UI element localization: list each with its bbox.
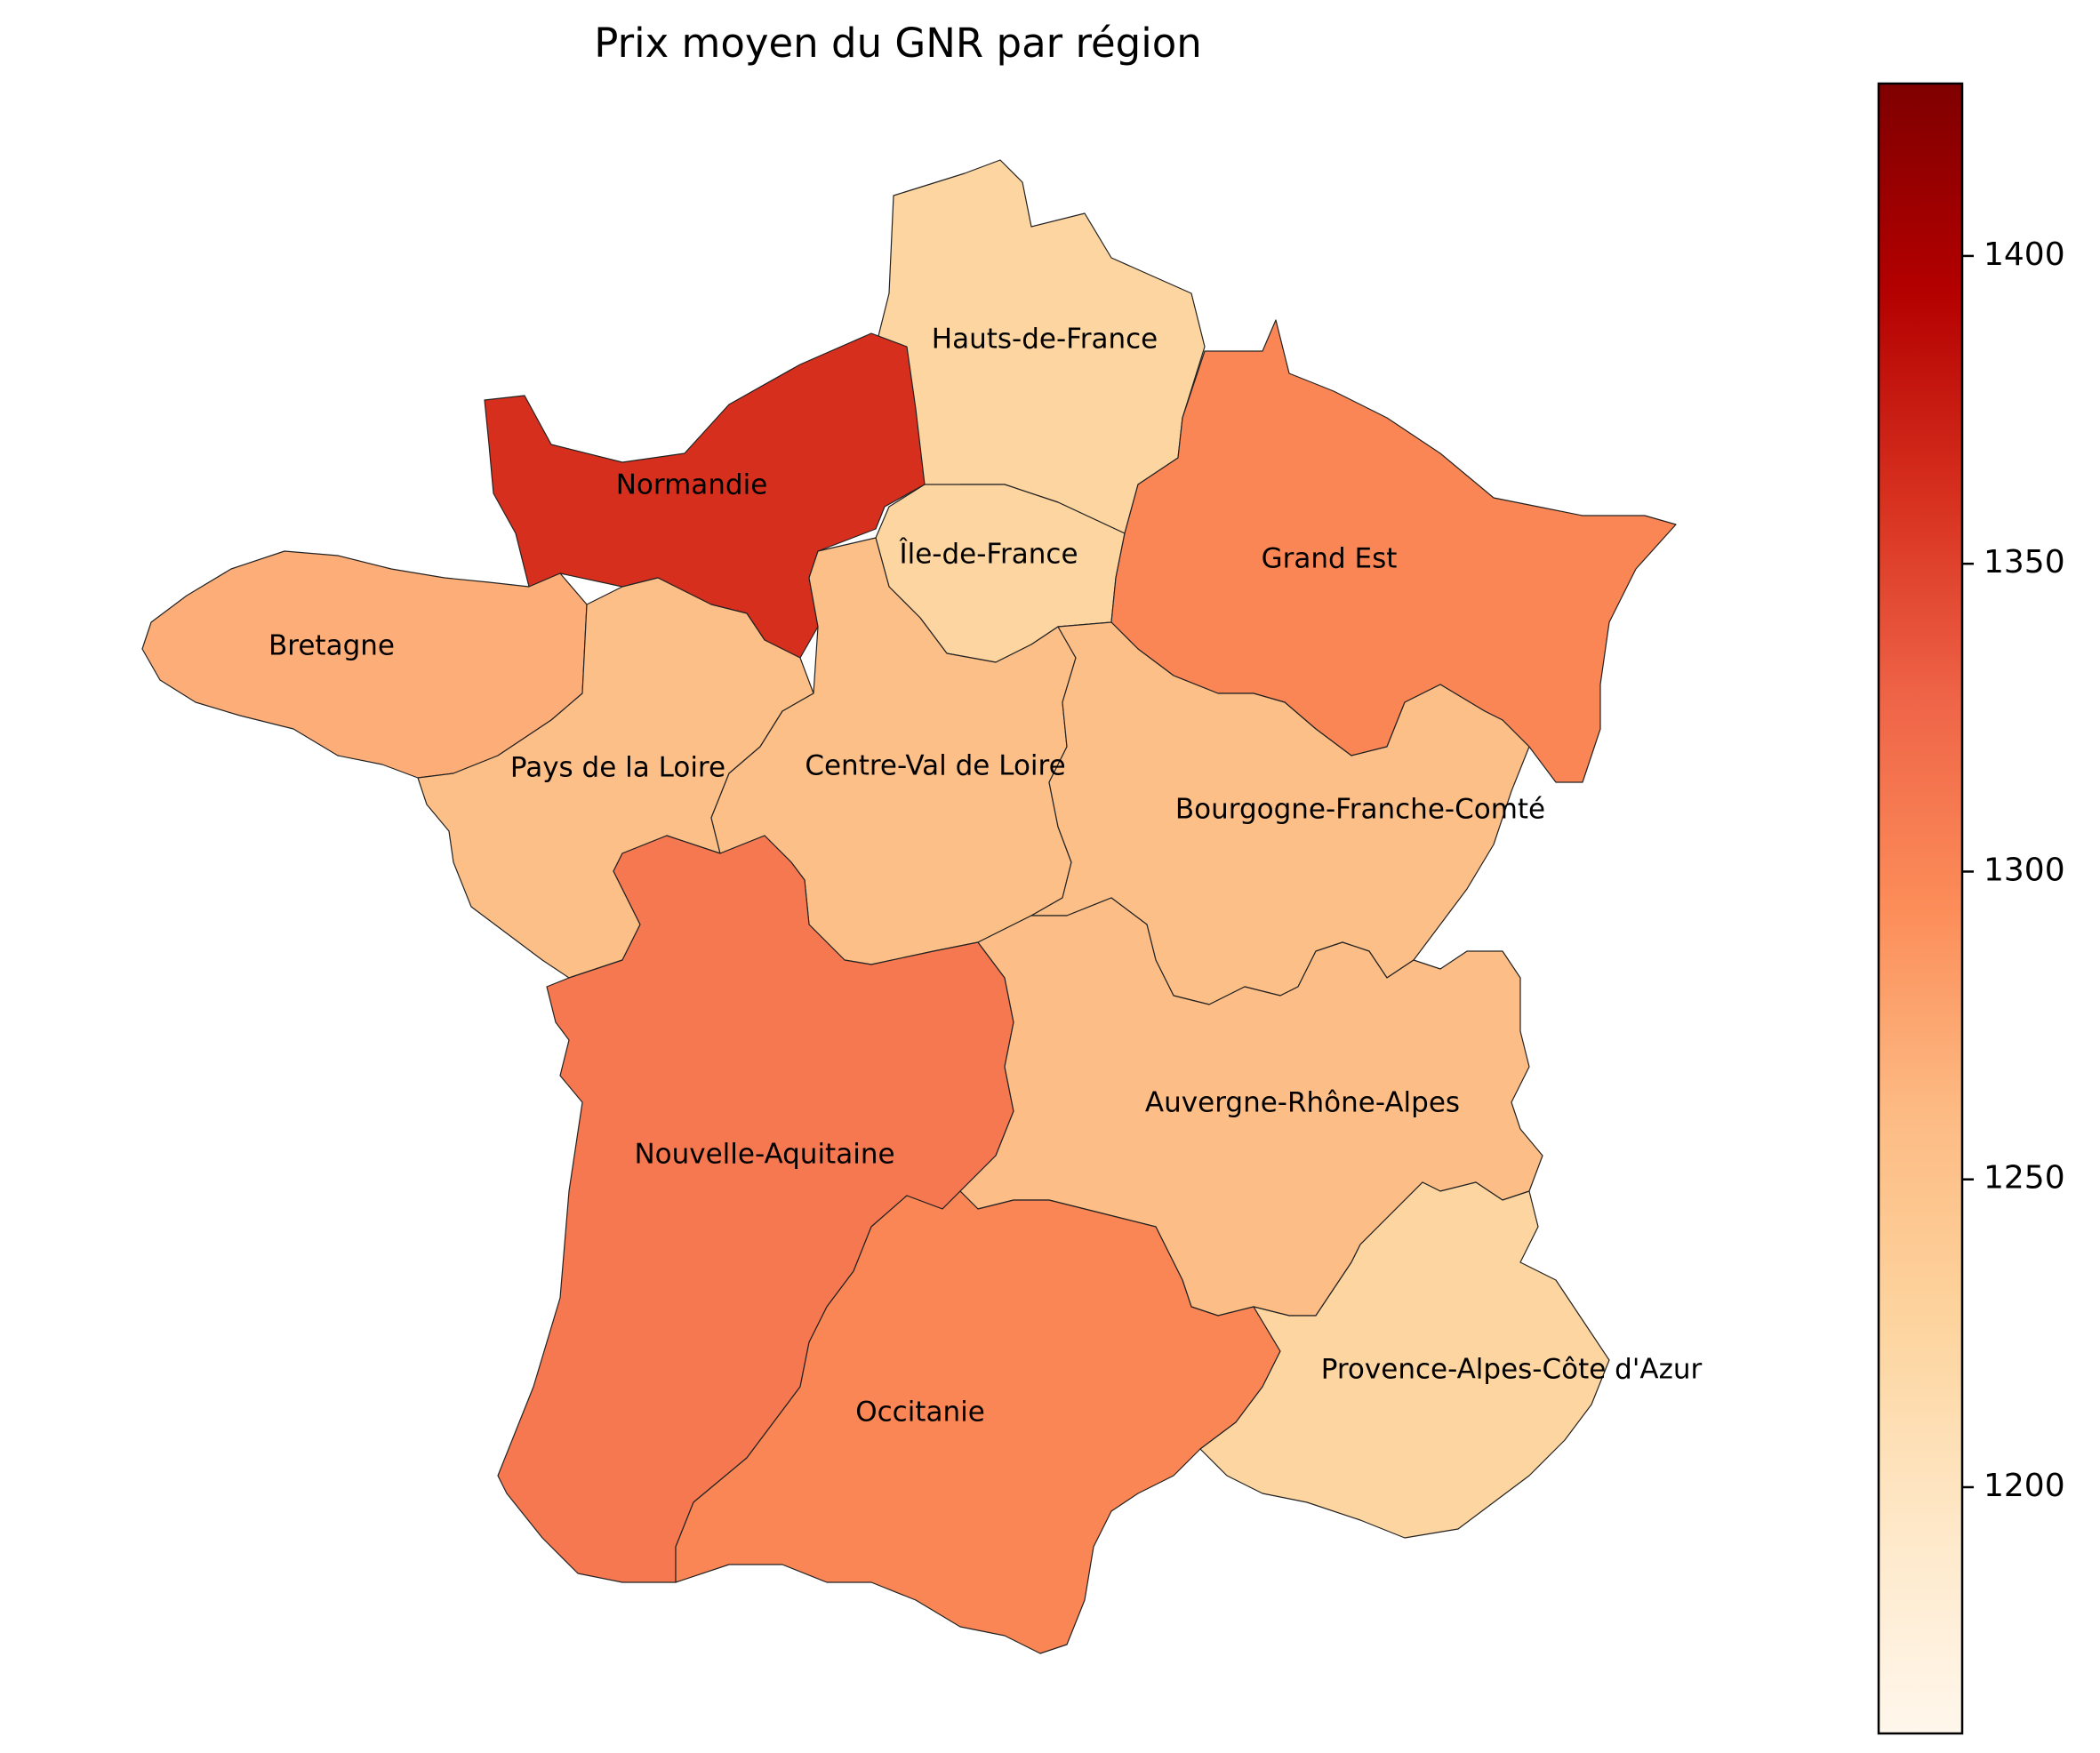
label-bretagne: Bretagne (269, 630, 395, 662)
label-occitanie: Occitanie (855, 1397, 985, 1429)
region-occitanie[interactable] (675, 1190, 1281, 1654)
label-nouvelle-aquitaine: Nouvelle-Aquitaine (634, 1139, 894, 1171)
label-bourgogne-franche-comte: Bourgogne-Franche-Comté (1175, 794, 1545, 826)
region-labels: Hauts-de-France Normandie Île-de-France … (269, 324, 1702, 1429)
colorbar-tick-label: 1350 (1984, 544, 2065, 580)
map-title: Prix moyen du GNR par région (594, 20, 1202, 67)
label-auvergne-rhone-alpes: Auvergne-Rhône-Alpes (1145, 1087, 1460, 1119)
colorbar-gradient (1877, 82, 1964, 1735)
colorbar-tick-label: 1250 (1984, 1160, 2065, 1197)
label-provence-alpes-cote-azur: Provence-Alpes-Côte d'Azur (1321, 1354, 1703, 1386)
region-provence-alpes-cote-azur[interactable] (1199, 1181, 1610, 1539)
label-pays-de-la-loire: Pays de la Loire (510, 752, 725, 784)
label-hauts-de-france: Hauts-de-France (932, 324, 1158, 356)
colorbar-tick-label: 1400 (1984, 236, 2065, 273)
colorbar-tick-label: 1200 (1984, 1468, 2065, 1504)
regions-layer (141, 159, 1677, 1654)
label-grand-est: Grand Est (1262, 543, 1398, 575)
colorbar: 1200 1250 1300 1350 1400 (1877, 82, 2065, 1735)
label-normandie: Normandie (616, 469, 768, 501)
colorbar-tick-label: 1300 (1984, 852, 2065, 888)
colorbar-ticks: 1200 1250 1300 1350 1400 (1962, 236, 2065, 1504)
label-ile-de-france: Île-de-France (898, 539, 1078, 571)
label-centre-val-de-loire: Centre-Val de Loire (805, 750, 1065, 782)
